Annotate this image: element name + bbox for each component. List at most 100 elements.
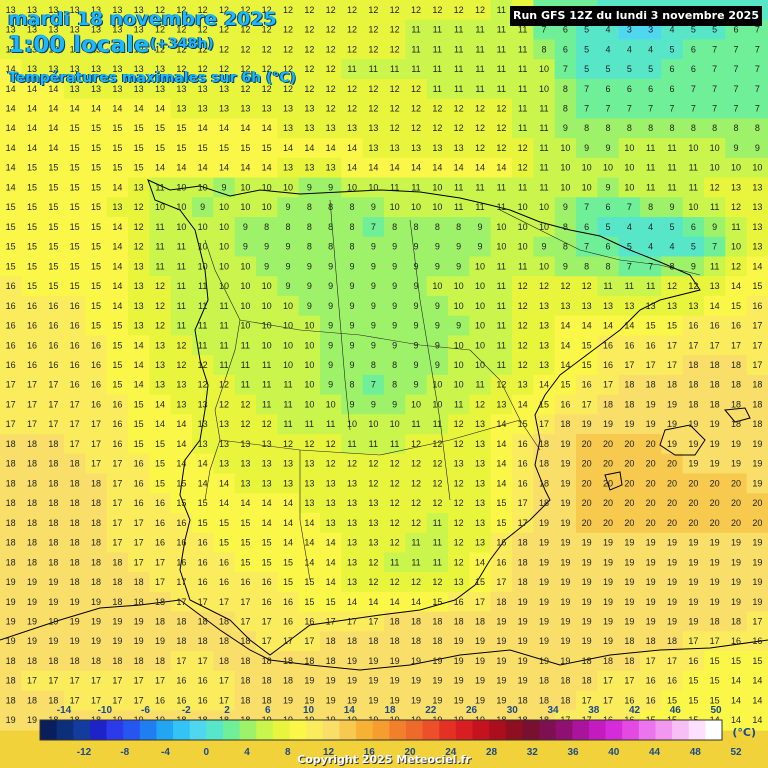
temperature-value: 12 — [262, 84, 272, 94]
temperature-cell — [0, 631, 22, 652]
temperature-cell — [320, 355, 342, 376]
temperature-cell — [341, 512, 364, 534]
temperature-cell — [362, 177, 385, 198]
temperature-cell — [298, 591, 321, 613]
temperature-cell — [533, 690, 556, 711]
temperature-cell — [512, 177, 534, 198]
temperature-cell — [661, 256, 684, 277]
temperature-cell — [384, 355, 406, 376]
temperature-cell — [64, 78, 86, 100]
legend-swatch — [89, 720, 108, 740]
temperature-cell — [128, 512, 150, 534]
temperature-cell — [426, 374, 449, 396]
temperature-cell — [448, 197, 470, 218]
temperature-cell — [554, 473, 577, 494]
temperature-cell — [533, 39, 556, 60]
temperature-cell — [533, 276, 556, 297]
temperature-cell — [533, 157, 556, 179]
legend-swatch — [372, 720, 390, 740]
temperature-cell — [64, 276, 86, 297]
temperature-value: 11 — [497, 25, 506, 35]
temperature-cell — [661, 374, 684, 396]
temperature-cell — [256, 473, 278, 494]
temperature-cell — [576, 177, 598, 198]
temperature-cell — [64, 39, 86, 60]
temperature-cell — [448, 138, 470, 159]
temperature-cell — [746, 256, 768, 277]
temperature-cell — [576, 473, 598, 494]
temperature-cell — [192, 532, 214, 554]
temperature-cell — [640, 59, 662, 80]
temperature-cell — [384, 434, 406, 455]
temperature-cell — [533, 78, 556, 100]
temperature-cell — [554, 434, 577, 455]
temperature-cell — [42, 473, 65, 494]
temperature-cell — [149, 572, 172, 593]
temperature-cell — [746, 197, 768, 218]
temperature-cell — [426, 256, 449, 277]
temperature-cell — [341, 157, 364, 179]
temperature-cell — [426, 690, 449, 711]
temperature-cell — [362, 197, 385, 218]
temperature-cell — [448, 236, 470, 258]
temperature-cell — [0, 473, 22, 494]
temperature-value: 6 — [605, 84, 610, 94]
temperature-cell — [213, 157, 236, 179]
temperature-cell — [170, 78, 193, 100]
temperature-cell — [384, 690, 406, 711]
temperature-cell — [234, 138, 257, 159]
temperature-cell — [426, 532, 449, 554]
temperature-value: 13 — [91, 64, 101, 74]
temperature-cell — [661, 197, 684, 218]
temperature-value: 12 — [219, 64, 229, 74]
temperature-cell — [640, 355, 662, 376]
temperature-cell — [554, 394, 577, 415]
temperature-cell — [597, 355, 620, 376]
temperature-cell — [490, 335, 513, 356]
temperature-cell — [704, 532, 726, 554]
temperature-cell — [42, 394, 65, 415]
temperature-cell — [277, 552, 300, 573]
temperature-cell — [149, 59, 172, 80]
temperature-value: 5 — [584, 25, 589, 35]
temperature-value: 12 — [475, 5, 485, 15]
temperature-cell — [490, 374, 513, 396]
temperature-cell — [234, 374, 257, 396]
temperature-cell — [533, 315, 556, 337]
temperature-cell — [106, 295, 129, 317]
temperature-cell — [149, 670, 172, 692]
temperature-cell — [256, 631, 278, 652]
temperature-cell — [576, 651, 598, 672]
temperature-cell — [725, 532, 748, 554]
temperature-cell — [362, 414, 385, 435]
legend-swatch — [156, 720, 174, 740]
temperature-cell — [149, 295, 172, 317]
temperature-cell — [554, 197, 577, 218]
temperature-cell — [85, 295, 108, 317]
temperature-cell — [554, 670, 577, 692]
temperature-cell — [469, 434, 492, 455]
temperature-cell — [704, 118, 726, 139]
temperature-cell — [0, 295, 22, 317]
temperature-cell — [106, 611, 129, 632]
temperature-cell — [725, 710, 748, 731]
temperature-cell — [746, 355, 768, 376]
temperature-cell — [85, 434, 108, 455]
legend-swatch — [206, 720, 224, 740]
temperature-cell — [277, 335, 300, 356]
temperature-cell — [490, 98, 513, 119]
temperature-cell — [192, 197, 214, 218]
temperature-cell — [512, 394, 534, 415]
temperature-cell — [661, 651, 684, 672]
temperature-cell — [682, 611, 705, 632]
temperature-cell — [682, 118, 705, 139]
temperature-cell — [512, 39, 534, 60]
temperature-value: 12 — [326, 84, 336, 94]
legend-swatch — [239, 720, 257, 740]
temperature-cell — [64, 493, 86, 514]
temperature-cell — [618, 473, 641, 494]
temperature-cell — [213, 118, 236, 139]
legend-swatch — [322, 720, 340, 740]
temperature-cell — [682, 552, 705, 573]
temperature-cell — [21, 434, 44, 455]
